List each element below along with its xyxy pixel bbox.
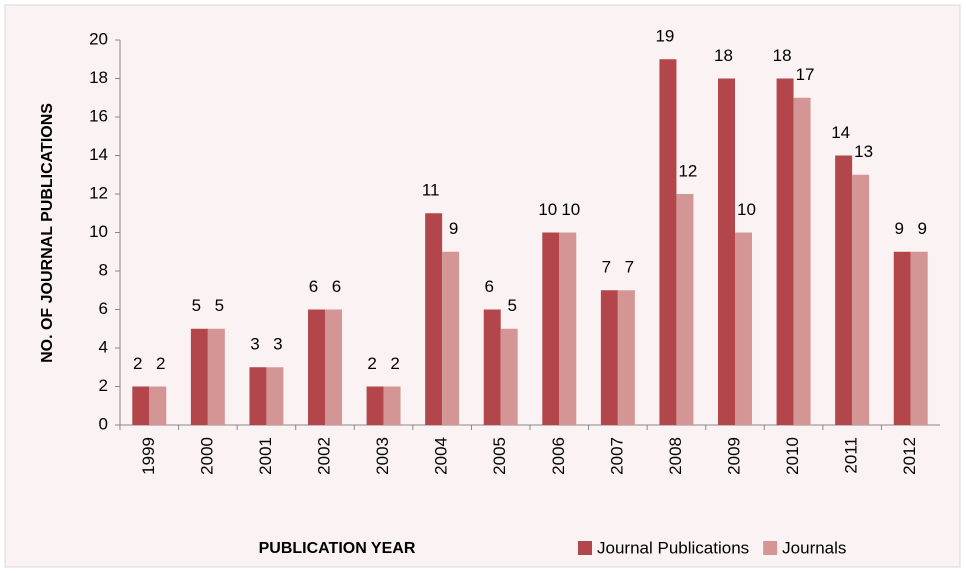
x-tick-label: 2000 [197, 437, 216, 475]
bar [308, 309, 325, 425]
data-label: 11 [422, 181, 440, 200]
y-tick-label: 20 [89, 29, 108, 48]
bar [483, 309, 501, 425]
data-label: 3 [273, 335, 282, 354]
y-tick-label: 18 [89, 68, 108, 87]
x-tick-label: 2001 [256, 437, 275, 475]
bar [718, 78, 735, 425]
data-label: 3 [250, 335, 259, 354]
data-label: 2 [156, 354, 165, 373]
x-tick-label: 2008 [666, 437, 685, 475]
bar [190, 328, 208, 425]
x-tick-label: 2004 [432, 437, 451, 475]
bar [659, 59, 677, 425]
data-label: 5 [192, 296, 201, 315]
y-tick-label: 10 [89, 222, 108, 241]
chart-background [4, 4, 961, 568]
y-tick-label: 16 [89, 106, 108, 125]
y-axis-title: NO. OF JOURNAL PUBLICATIONS [39, 103, 56, 363]
bar [325, 309, 342, 425]
y-tick-label: 6 [99, 299, 108, 318]
bar [559, 232, 577, 425]
bar [600, 290, 618, 425]
data-label: 19 [655, 27, 674, 46]
y-tick-label: 12 [89, 183, 108, 202]
bar [442, 251, 460, 425]
bar [776, 78, 794, 425]
data-label: 18 [773, 46, 792, 65]
data-label: 5 [215, 296, 224, 315]
data-label: 13 [854, 142, 873, 161]
y-tick-label: 4 [99, 337, 108, 356]
data-label: 6 [332, 277, 341, 296]
legend-swatch [578, 541, 592, 555]
bar [835, 155, 853, 425]
data-label: 2 [367, 354, 376, 373]
x-tick-label: 2006 [549, 437, 568, 475]
data-label: 2 [133, 354, 142, 373]
y-tick-label: 2 [99, 376, 108, 395]
bar [383, 386, 401, 425]
data-label: 12 [678, 161, 697, 180]
data-label: 18 [714, 46, 733, 65]
bar [425, 213, 443, 425]
data-label: 14 [831, 123, 850, 142]
data-label: 7 [625, 258, 634, 277]
bar [266, 367, 284, 425]
bar [735, 232, 752, 425]
x-tick-label: 1999 [139, 437, 158, 475]
x-tick-label: 2009 [724, 437, 743, 475]
x-tick-label: 2002 [314, 437, 333, 475]
bar [852, 174, 870, 425]
x-tick-label: 2011 [842, 437, 861, 474]
data-label: 2 [390, 354, 399, 373]
data-label: 6 [309, 277, 318, 296]
y-tick-label: 14 [89, 145, 108, 164]
bar [500, 328, 518, 425]
bar [207, 328, 225, 425]
data-label: 6 [484, 277, 493, 296]
bar [249, 367, 267, 425]
y-tick-label: 0 [99, 414, 108, 433]
x-tick-label: 2012 [900, 437, 919, 475]
data-label: 7 [602, 258, 611, 277]
x-tick-label: 2003 [373, 437, 392, 475]
y-tick-label: 8 [99, 260, 108, 279]
legend-label: Journal Publications [597, 538, 749, 557]
bar [793, 97, 811, 425]
bar [617, 290, 635, 425]
data-label: 9 [449, 219, 458, 238]
data-label: 17 [796, 65, 815, 84]
bar [542, 232, 560, 425]
data-label: 5 [507, 296, 516, 315]
bar [149, 386, 167, 425]
data-label: 9 [917, 219, 926, 238]
data-label: 10 [737, 200, 756, 219]
legend-swatch [763, 541, 778, 555]
x-tick-label: 2007 [607, 437, 626, 475]
bar [132, 386, 150, 425]
data-label: 10 [538, 200, 557, 219]
bar [910, 251, 928, 425]
x-tick-label: 2005 [490, 437, 509, 475]
data-label: 9 [894, 219, 903, 238]
bar [676, 194, 694, 425]
x-axis-title: PUBLICATION YEAR [259, 540, 416, 557]
bar [893, 251, 911, 425]
legend-label: Journals [782, 538, 846, 557]
x-tick-label: 2010 [783, 437, 802, 475]
bar [366, 386, 384, 425]
data-label: 10 [561, 200, 580, 219]
